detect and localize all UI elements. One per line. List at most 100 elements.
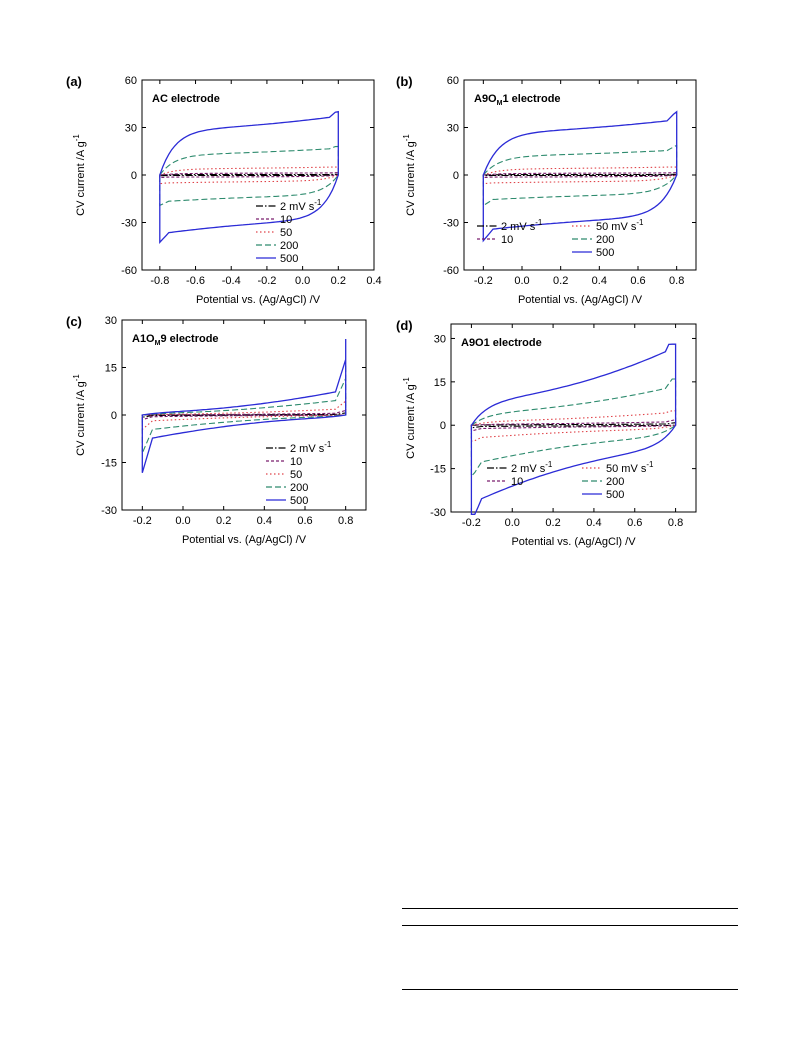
- x-tick-label: 0.4: [257, 515, 272, 527]
- y-tick-label: 30: [105, 315, 117, 327]
- table-top-rule: [402, 908, 738, 909]
- chart-title-text: A9O1 electrode: [461, 337, 542, 349]
- x-axis-label: Potential vs. (Ag/AgCl) /V: [182, 534, 307, 546]
- cv-curve-200: [141, 364, 347, 454]
- x-tick-label: 0.4: [586, 517, 601, 529]
- cv-curve-500: [482, 110, 678, 243]
- x-tick-label: -0.4: [222, 275, 241, 287]
- x-tick-label: -0.8: [150, 275, 169, 287]
- legend-entry-text: 200: [290, 482, 308, 494]
- y-tick-label: -30: [430, 507, 446, 519]
- legend-entry-text: 50 mV s: [596, 221, 637, 233]
- cv-curve-500: [159, 110, 339, 244]
- chart-title: A1OM9 electrode: [132, 333, 219, 347]
- table-bottom-rule: [402, 989, 738, 990]
- legend-entry: 2 mV s-1: [280, 198, 322, 213]
- x-tick-label: 0.6: [297, 515, 312, 527]
- chart-title-sub: M: [155, 340, 161, 347]
- legend-entry: 500: [290, 495, 308, 507]
- cv-curve-500: [470, 343, 677, 515]
- legend-entry-text: 2 mV s: [290, 443, 325, 455]
- legend-entry: 2 mV s-1: [290, 440, 332, 455]
- chart-title: AC electrode: [152, 93, 220, 105]
- legend-entry-text: 500: [606, 489, 624, 501]
- legend-entry: 50 mV s-1: [596, 218, 644, 233]
- y-axis-label: CV current /A g-1: [72, 134, 87, 216]
- x-tick-label: -0.2: [474, 275, 493, 287]
- panel-label: (a): [66, 74, 82, 89]
- y-tick-label: 0: [131, 170, 137, 182]
- y-axis-label: CV current /A g-1: [402, 377, 417, 459]
- cv-curve-2: [159, 173, 339, 177]
- x-tick-label: 0.0: [514, 275, 529, 287]
- y-tick-label: 30: [434, 333, 446, 345]
- chart-title: A9OM1 electrode: [474, 93, 561, 107]
- y-axis-label-sup: -1: [402, 134, 411, 142]
- y-axis-label-text: CV current /A g: [75, 381, 87, 456]
- legend-entry-sup: -1: [646, 460, 654, 469]
- chart-title: A9O1 electrode: [461, 337, 542, 349]
- y-axis-label-text: CV current /A g: [405, 384, 417, 459]
- legend-entry: 10: [511, 476, 523, 488]
- y-tick-label: 30: [447, 123, 459, 135]
- x-tick-label: 0.2: [545, 517, 560, 529]
- y-tick-label: 30: [125, 123, 137, 135]
- x-tick-label: 0.6: [627, 517, 642, 529]
- legend-entry-text: 200: [606, 476, 624, 488]
- legend-entry-sup: -1: [636, 218, 644, 227]
- y-tick-label: -60: [443, 265, 459, 277]
- chart-title-text: A9O: [474, 93, 497, 105]
- x-axis-label: Potential vs. (Ag/AgCl) /V: [518, 294, 643, 306]
- y-axis-label-sup: -1: [402, 377, 411, 385]
- legend-entry-text: 50 mV s: [606, 463, 647, 475]
- legend-entry-text: 500: [290, 495, 308, 507]
- legend-entry: 50: [290, 469, 302, 481]
- y-tick-label: -15: [430, 464, 446, 476]
- chart-panel-d: (d) -0.2 0.0 0.2 0.4 0.6 0.8 -30 -15 0 15 30 Potenti…: [396, 318, 697, 548]
- x-tick-label: 0.2: [553, 275, 568, 287]
- y-axis-label-sup: -1: [72, 374, 81, 382]
- legend-entry: 500: [606, 489, 624, 501]
- y-axis-label-sup: -1: [72, 134, 81, 142]
- legend-entry: 200: [290, 482, 308, 494]
- x-tick-label: 0.8: [338, 515, 353, 527]
- legend-entry-text: 2 mV s: [511, 463, 546, 475]
- legend-entry-sup: -1: [535, 218, 543, 227]
- x-tick-label: 0.0: [505, 517, 520, 529]
- y-tick-label: -15: [101, 458, 117, 470]
- x-tick-label: 0.4: [592, 275, 607, 287]
- x-tick-label: 0.2: [331, 275, 346, 287]
- legend-entry-text: 500: [280, 253, 298, 265]
- y-axis-label-text: CV current /A g: [405, 141, 417, 216]
- y-tick-label: 15: [434, 377, 446, 389]
- x-tick-label: -0.2: [133, 515, 152, 527]
- legend-entry: 500: [280, 253, 298, 265]
- table-header-rule: [402, 925, 738, 926]
- chart-title-text: AC electrode: [152, 93, 220, 105]
- y-tick-label: 60: [125, 75, 137, 87]
- legend-entry-text: 50: [290, 469, 302, 481]
- legend-entry-text: 200: [596, 234, 614, 246]
- cv-curve-500: [141, 339, 347, 473]
- legend-entry-text: 2 mV s: [501, 221, 536, 233]
- legend-entry: 2 mV s-1: [511, 460, 553, 475]
- legend-entry: 50 mV s-1: [606, 460, 654, 475]
- legend-entry: 10: [290, 456, 302, 468]
- y-tick-label: 15: [105, 363, 117, 375]
- x-tick-label: -0.2: [462, 517, 481, 529]
- cv-curve-2: [482, 173, 678, 177]
- legend-entry: 50: [280, 227, 292, 239]
- x-axis-label: Potential vs. (Ag/AgCl) /V: [511, 536, 636, 548]
- legend-entry: 500: [596, 247, 614, 259]
- cv-curve-50: [159, 166, 339, 185]
- legend-entry: 10: [280, 214, 292, 226]
- y-tick-label: -30: [121, 218, 137, 230]
- legend-entry-sup: -1: [314, 198, 322, 207]
- legend-entry: 200: [606, 476, 624, 488]
- legend-entry-text: 50: [280, 227, 292, 239]
- y-tick-label: 0: [111, 410, 117, 422]
- y-axis-label: CV current /A g-1: [72, 374, 87, 456]
- cv-curve-200: [470, 378, 677, 478]
- legend-entry-text: 2 mV s: [280, 201, 315, 213]
- chart-title-sub: M: [497, 100, 503, 107]
